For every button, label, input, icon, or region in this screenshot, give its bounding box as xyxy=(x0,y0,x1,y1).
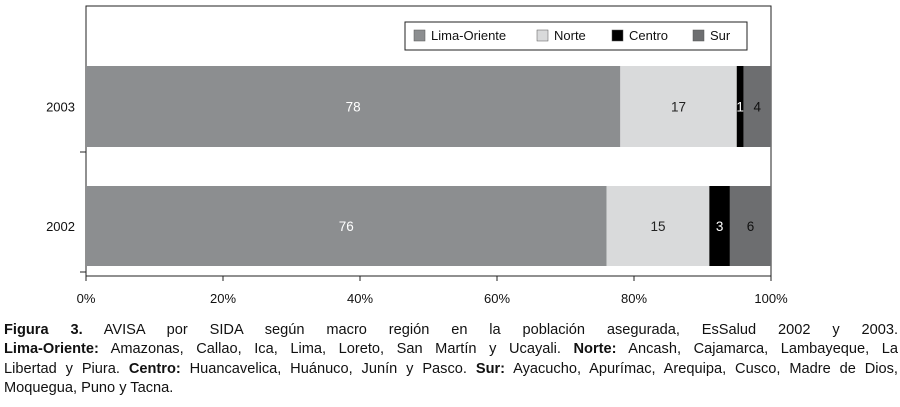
caption-line-2: Libertad y Piura. Centro: Huancavelica, … xyxy=(4,360,898,379)
caption-segment: Libertad y Piura. xyxy=(4,360,120,377)
bar-segment-lima-oriente-2002 xyxy=(86,186,607,266)
data-label: 78 xyxy=(346,100,361,115)
chart-legend: Lima-Oriente Norte Centro Sur xyxy=(404,21,748,51)
caption-segment: Ayacucho, Apurímac, Arequipa, Cusco, Mad… xyxy=(513,360,898,377)
bar-segment-centro-2003 xyxy=(736,66,744,147)
bar-segment-centro-2002 xyxy=(709,186,730,266)
caption-segment: Norte: xyxy=(573,341,617,358)
x-tick-label: 20% xyxy=(210,291,236,306)
x-tick-label: 40% xyxy=(347,291,373,306)
data-label: 3 xyxy=(716,219,724,234)
caption-segment: Moquegua, Puno y Tacna. xyxy=(4,379,174,396)
caption-segment: Ancash, Cajamarca, Lambayeque, La xyxy=(628,341,899,358)
legend-swatch-lima-oriente xyxy=(413,29,426,42)
legend-swatch-centro xyxy=(611,29,624,42)
data-label: 6 xyxy=(747,219,755,234)
legend-label: Sur xyxy=(710,28,731,43)
legend-label: Norte xyxy=(554,28,586,43)
figure-label: Figura 3. xyxy=(4,322,83,338)
y-tick-label: 2002 xyxy=(46,219,75,234)
caption-segment: Centro: xyxy=(128,360,181,377)
data-label: 4 xyxy=(754,100,762,115)
plot-area: 78 17 1 4 2003 76 15 3 6 2002 0% 20% 40% 60% 80% 100% xyxy=(46,5,788,306)
figure-title: AVISA por SIDA según macro región en la … xyxy=(103,322,898,338)
legend-swatch-sur xyxy=(692,29,705,42)
bar-segment-norte-2003 xyxy=(620,66,737,147)
data-label: 1 xyxy=(736,100,744,115)
x-tick-label: 80% xyxy=(621,291,647,306)
legend-label: Lima-Oriente xyxy=(431,28,506,43)
x-tick-label: 60% xyxy=(484,291,510,306)
figure-caption: Figura 3. AVISA por SIDA según macro reg… xyxy=(4,321,898,398)
data-label: 15 xyxy=(650,219,665,234)
bar-segment-norte-2002 xyxy=(606,186,710,266)
legend-box xyxy=(404,21,748,51)
caption-segment: Lima-Oriente: xyxy=(4,341,99,358)
bar-segment-sur-2002 xyxy=(729,186,771,266)
data-label: 76 xyxy=(339,219,354,234)
data-label: 17 xyxy=(671,100,686,115)
legend-label: Centro xyxy=(629,28,668,43)
caption-line-1: Lima-Oriente: Amazonas, Callao, Ica, Lim… xyxy=(4,340,898,359)
caption-segment: Huancavelica, Huánuco, Junín y Pasco. xyxy=(189,360,467,377)
caption-segment: Sur: xyxy=(475,360,506,377)
stacked-bar-chart: 78 17 1 4 2003 76 15 3 6 2002 0% 20% 40% 60% 80% 100% L… xyxy=(46,5,788,306)
bar-segment-lima-oriente-2003 xyxy=(86,66,621,147)
caption-title-line: Figura 3. AVISA por SIDA según macro reg… xyxy=(4,321,898,340)
caption-line-3: Moquegua, Puno y Tacna. xyxy=(4,379,898,398)
y-tick-label: 2003 xyxy=(46,100,75,115)
legend-swatch-norte xyxy=(536,29,549,42)
x-tick-label: 100% xyxy=(754,291,788,306)
x-tick-label: 0% xyxy=(77,291,96,306)
caption-segment: Amazonas, Callao, Ica, Lima, Loreto, San… xyxy=(110,341,561,358)
bar-segment-sur-2003 xyxy=(743,66,771,147)
